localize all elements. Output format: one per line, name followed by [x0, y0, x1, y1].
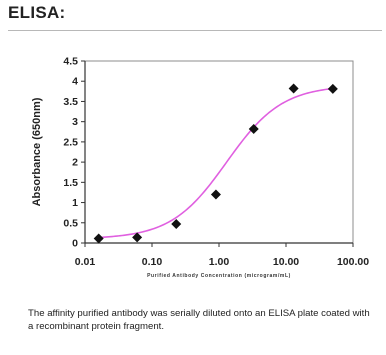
y-tick-label: 1 — [72, 197, 78, 209]
y-axis-label: Absorbance (650nm) — [31, 97, 43, 206]
data-points — [93, 83, 338, 244]
x-axis-label: Purified Antibody Concentration (microgr… — [147, 273, 291, 279]
y-tick-label: 2 — [72, 157, 78, 169]
elisa-chart: 0 0.5 1 1.5 2 2.5 3 3.5 4 4.5 0.01 0.10 1.00 10.00 100… — [31, 56, 369, 280]
tick-marks — [81, 60, 354, 247]
y-tick-label: 1.5 — [63, 177, 78, 189]
data-point-marker — [327, 83, 338, 94]
y-tick-label: 4 — [72, 76, 78, 88]
x-tick-label: 10.00 — [273, 256, 299, 268]
y-tick-label: 2.5 — [63, 136, 78, 148]
heading-divider — [8, 30, 382, 31]
page-heading: ELISA: — [8, 3, 66, 22]
data-point-marker — [288, 83, 299, 94]
y-tick-label: 3 — [72, 116, 78, 128]
plot-area — [84, 60, 354, 244]
data-point-marker — [171, 218, 182, 229]
y-tick-label: 3.5 — [63, 96, 78, 108]
y-tick-label: 0 — [72, 238, 78, 250]
y-tick-label: 0.5 — [63, 217, 78, 229]
x-tick-label: 1.00 — [209, 256, 230, 268]
x-tick-label: 100.00 — [337, 256, 369, 268]
y-tick-label: 4.5 — [63, 56, 78, 68]
tick-labels: 0 0.5 1 1.5 2 2.5 3 3.5 4 4.5 0.01 0.10 1.00 10.00 100… — [63, 56, 369, 269]
data-point-marker — [132, 232, 143, 243]
data-point-marker — [93, 233, 104, 244]
x-tick-label: 0.10 — [142, 256, 163, 268]
figure-caption: The affinity purified antibody was seria… — [28, 308, 370, 332]
data-point-marker — [210, 189, 221, 200]
data-point-marker — [248, 123, 259, 134]
x-tick-label: 0.01 — [75, 256, 96, 268]
